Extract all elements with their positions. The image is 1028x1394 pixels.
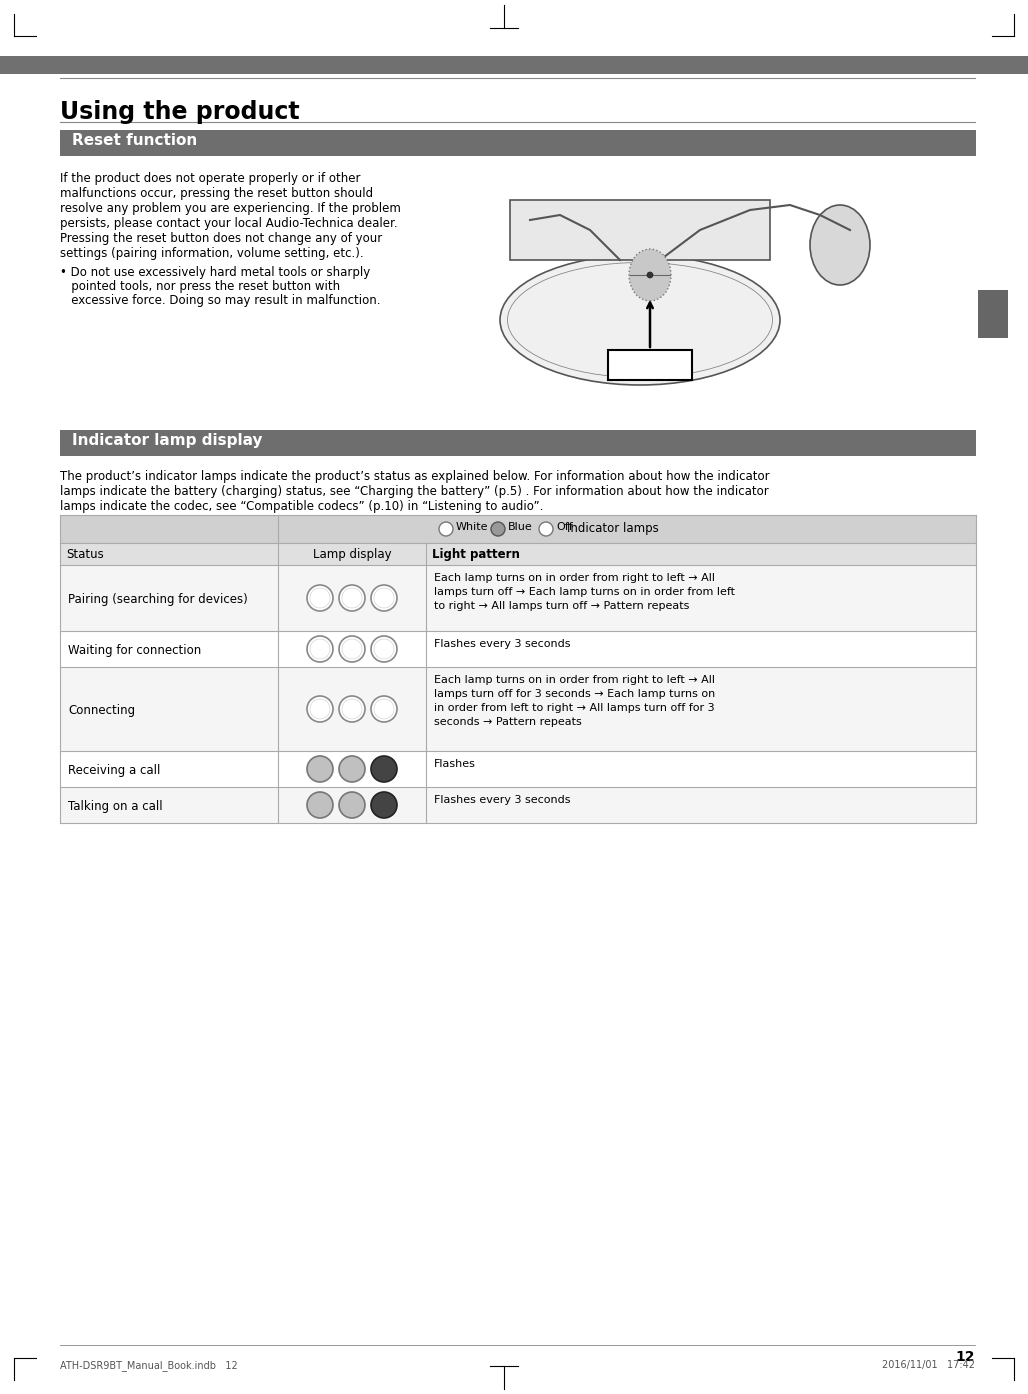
Circle shape <box>371 792 397 818</box>
Circle shape <box>339 585 365 611</box>
Text: Status: Status <box>66 548 104 560</box>
Text: Reset function: Reset function <box>72 132 197 148</box>
Bar <box>0 56 1028 74</box>
Bar <box>60 788 976 822</box>
Text: malfunctions occur, pressing the reset button should: malfunctions occur, pressing the reset b… <box>60 187 373 199</box>
Text: Talking on a call: Talking on a call <box>68 800 162 813</box>
Text: Blue: Blue <box>508 521 533 533</box>
Text: excessive force. Doing so may result in malfunction.: excessive force. Doing so may result in … <box>60 294 380 307</box>
Text: White: White <box>456 521 488 533</box>
Circle shape <box>307 792 333 818</box>
Text: Receiving a call: Receiving a call <box>68 764 160 776</box>
Text: Waiting for connection: Waiting for connection <box>68 644 201 657</box>
Text: The product’s indicator lamps indicate the product’s status as explained below. : The product’s indicator lamps indicate t… <box>60 470 770 482</box>
Ellipse shape <box>500 255 780 385</box>
Ellipse shape <box>810 205 870 284</box>
Text: Off: Off <box>556 521 573 533</box>
Circle shape <box>339 792 365 818</box>
Text: • Do not use excessively hard metal tools or sharply: • Do not use excessively hard metal tool… <box>60 266 370 279</box>
Text: If the product does not operate properly or if other: If the product does not operate properly… <box>60 171 361 185</box>
Circle shape <box>439 521 453 537</box>
Text: persists, please contact your local Audio-Technica dealer.: persists, please contact your local Audi… <box>60 217 398 230</box>
Text: N: N <box>989 308 997 318</box>
Bar <box>608 350 692 381</box>
Text: lamps indicate the codec, see “Compatible codecs” (p.10) in “Listening to audio”: lamps indicate the codec, see “Compatibl… <box>60 500 544 513</box>
Circle shape <box>307 756 333 782</box>
Text: in order from left to right → All lamps turn off for 3: in order from left to right → All lamps … <box>434 703 714 712</box>
Bar <box>60 565 976 631</box>
Bar <box>60 544 976 565</box>
Circle shape <box>371 636 397 662</box>
Bar <box>60 514 976 544</box>
Text: Pairing (searching for devices): Pairing (searching for devices) <box>68 592 248 606</box>
Text: Flashes every 3 seconds: Flashes every 3 seconds <box>434 638 571 650</box>
Circle shape <box>307 636 333 662</box>
Text: Flashes every 3 seconds: Flashes every 3 seconds <box>434 795 571 804</box>
Text: Pressing the reset button does not change any of your: Pressing the reset button does not chang… <box>60 231 382 245</box>
Text: resolve any problem you are experiencing. If the problem: resolve any problem you are experiencing… <box>60 202 401 215</box>
Ellipse shape <box>629 250 671 301</box>
Text: Connecting: Connecting <box>68 704 135 717</box>
Text: pointed tools, nor press the reset button with: pointed tools, nor press the reset butto… <box>60 280 340 293</box>
Text: Light pattern: Light pattern <box>432 548 520 560</box>
Bar <box>978 290 1008 337</box>
Circle shape <box>371 585 397 611</box>
Circle shape <box>307 585 333 611</box>
Text: Each lamp turns on in order from right to left → All: Each lamp turns on in order from right t… <box>434 573 715 583</box>
Text: E: E <box>990 296 996 307</box>
Text: ATH-DSR9BT_Manual_Book.indb   12: ATH-DSR9BT_Manual_Book.indb 12 <box>60 1361 237 1370</box>
Text: seconds → Pattern repeats: seconds → Pattern repeats <box>434 717 582 728</box>
Text: lamps turn off → Each lamp turns on in order from left: lamps turn off → Each lamp turns on in o… <box>434 587 735 597</box>
Circle shape <box>539 521 553 537</box>
Text: lamps indicate the battery (charging) status, see “Charging the battery” (p.5) .: lamps indicate the battery (charging) st… <box>60 485 769 498</box>
Text: Indicator lamps: Indicator lamps <box>567 521 659 535</box>
Text: lamps turn off for 3 seconds → Each lamp turns on: lamps turn off for 3 seconds → Each lamp… <box>434 689 715 698</box>
Text: Indicator lamp display: Indicator lamp display <box>72 434 262 447</box>
Circle shape <box>491 521 505 537</box>
Bar <box>510 199 770 261</box>
Text: 2016/11/01   17:42: 2016/11/01 17:42 <box>882 1361 975 1370</box>
Circle shape <box>339 696 365 722</box>
Text: Each lamp turns on in order from right to left → All: Each lamp turns on in order from right t… <box>434 675 715 684</box>
Bar <box>60 130 976 156</box>
Bar <box>60 751 976 788</box>
Bar <box>60 631 976 666</box>
Bar <box>60 429 976 456</box>
Circle shape <box>339 756 365 782</box>
Text: to right → All lamps turn off → Pattern repeats: to right → All lamps turn off → Pattern … <box>434 601 690 611</box>
Text: Using the product: Using the product <box>60 100 299 124</box>
Text: settings (pairing information, volume setting, etc.).: settings (pairing information, volume se… <box>60 247 364 261</box>
Text: Flashes: Flashes <box>434 758 476 769</box>
Circle shape <box>647 272 653 277</box>
Circle shape <box>307 696 333 722</box>
Circle shape <box>371 756 397 782</box>
Text: 12: 12 <box>955 1349 975 1363</box>
Text: Press: Press <box>628 357 671 371</box>
Bar <box>60 666 976 751</box>
Text: Lamp display: Lamp display <box>313 548 392 560</box>
Circle shape <box>371 696 397 722</box>
Circle shape <box>339 636 365 662</box>
